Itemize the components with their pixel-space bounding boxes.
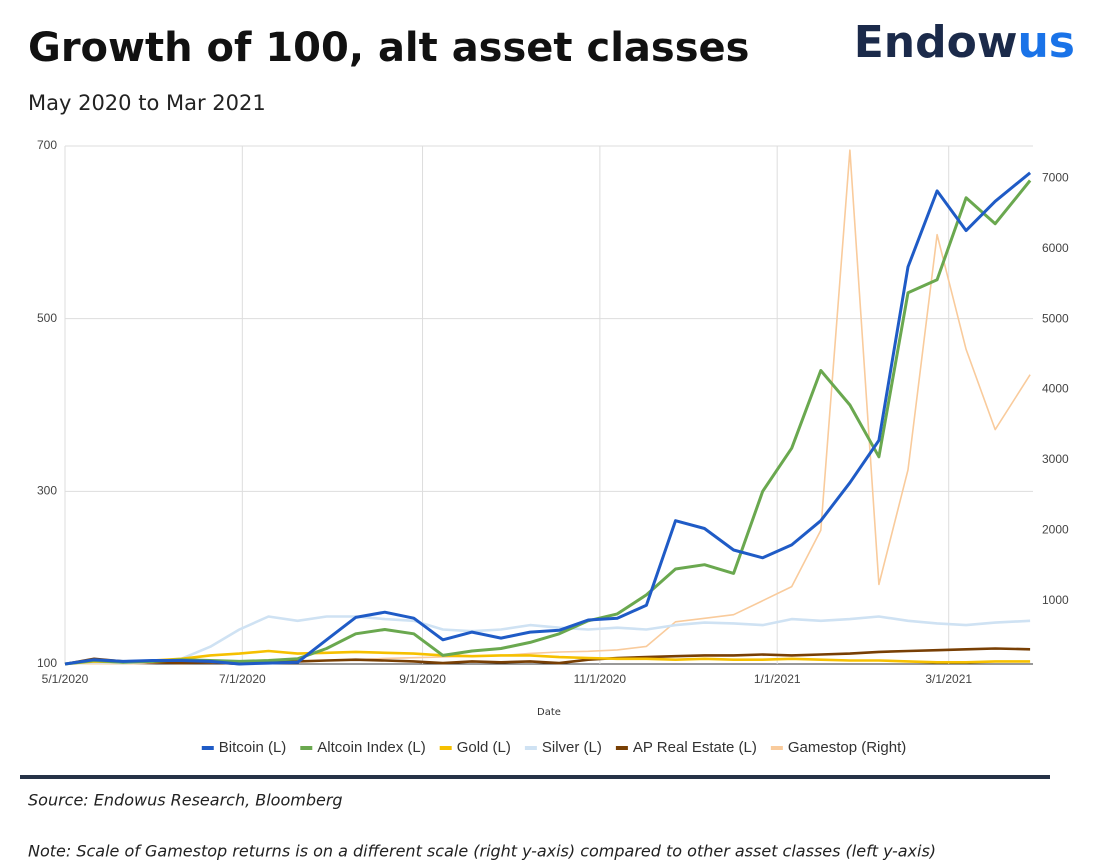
legend-label: Gamestop (Right)	[788, 739, 906, 756]
y-tick-label: 700	[37, 138, 57, 152]
y-tick-label: 100	[37, 656, 57, 670]
series-line	[64, 615, 1031, 666]
logo-accent: us	[1017, 17, 1075, 68]
legend-label: Gold (L)	[457, 739, 511, 756]
y2-tick-label: 4000	[1042, 382, 1069, 396]
y2-tick-label: 2000	[1042, 522, 1069, 536]
x-tick-label: 3/1/2021	[925, 672, 972, 686]
x-axis-label: Date	[537, 707, 561, 718]
y2-tick-label: 5000	[1042, 311, 1069, 325]
y2-tick-label: 1000	[1042, 593, 1069, 607]
note: Note: Scale of Gamestop returns is on a …	[28, 842, 936, 861]
source: Source: Endowus Research, Bloomberg	[28, 791, 343, 810]
legend-label: Altcoin Index (L)	[317, 739, 425, 756]
series-line	[64, 649, 1031, 666]
y2-tick-label: 7000	[1042, 171, 1069, 185]
x-tick-label: 1/1/2021	[754, 672, 801, 686]
x-tick-label: 9/1/2020	[399, 672, 446, 686]
legend-label: AP Real Estate (L)	[633, 739, 757, 756]
legend-label: Silver (L)	[542, 739, 602, 756]
y-tick-label: 500	[37, 311, 57, 325]
series-line	[64, 179, 1032, 666]
y2-tick-label: 3000	[1042, 452, 1069, 466]
x-tick-label: 11/1/2020	[574, 672, 627, 686]
series-line	[64, 171, 1032, 666]
y-tick-label: 300	[37, 484, 57, 498]
legend: Bitcoin (L) Altcoin Index (L) Gold (L) Silv…	[201, 739, 906, 756]
x-tick-label: 7/1/2020	[219, 672, 266, 686]
legend-label: Bitcoin (L)	[219, 739, 287, 756]
chart-subtitle: May 2020 to Mar 2021	[28, 91, 266, 115]
y2-tick-label: 6000	[1042, 241, 1069, 255]
logo: Endowus	[854, 17, 1075, 68]
chart-title: Growth of 100, alt asset classes	[28, 25, 749, 71]
logo-main: Endow	[854, 17, 1018, 68]
x-tick-label: 5/1/2020	[42, 672, 89, 686]
